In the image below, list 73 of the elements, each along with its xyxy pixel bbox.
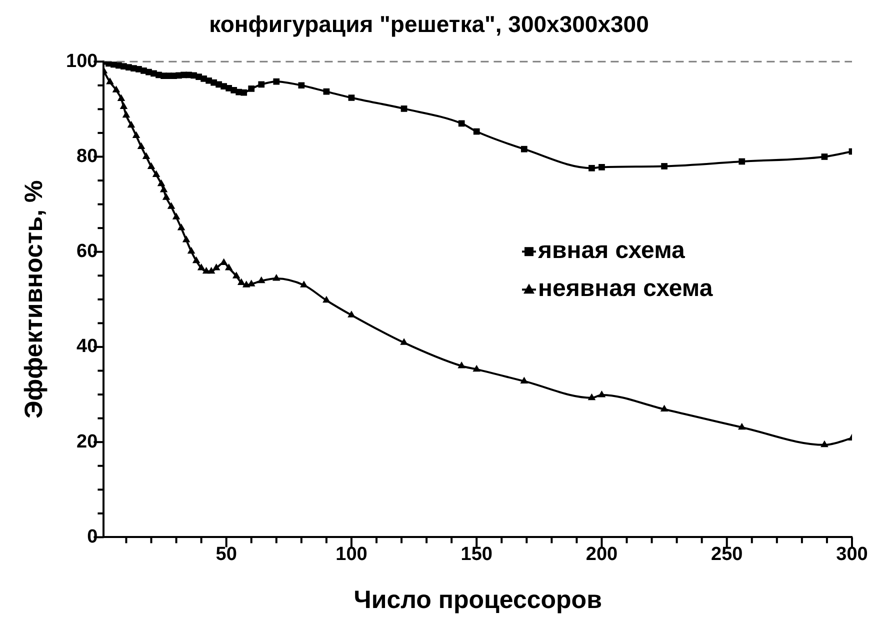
point [248, 86, 255, 92]
point [821, 154, 828, 160]
point [400, 338, 408, 345]
point [242, 280, 250, 288]
point [187, 246, 196, 254]
x-tick-label: 150 [460, 544, 492, 565]
point [348, 94, 355, 101]
point [122, 110, 130, 118]
point [257, 276, 266, 284]
point [167, 202, 176, 209]
y-axis-title: Эффективность, % [20, 180, 48, 419]
point [598, 390, 606, 398]
x-tick-label: 250 [711, 544, 743, 565]
x-axis-title: Число процессоров [354, 586, 602, 614]
point [458, 361, 466, 368]
point [520, 146, 528, 152]
point [348, 310, 356, 318]
point [660, 404, 668, 412]
point [588, 393, 596, 400]
point [106, 78, 114, 84]
y-tick-label: 80 [76, 146, 98, 167]
point [400, 106, 408, 112]
y-tick-label: 60 [76, 241, 98, 262]
x-tick-label: 300 [836, 544, 868, 565]
point [152, 170, 160, 178]
point [224, 264, 233, 270]
point [240, 89, 248, 96]
point [112, 86, 120, 92]
point [473, 128, 480, 135]
point [300, 280, 308, 288]
point [232, 272, 240, 278]
point [147, 162, 156, 169]
point [520, 376, 528, 384]
point [160, 186, 168, 192]
point [258, 81, 265, 88]
point [192, 256, 200, 264]
point [472, 364, 480, 372]
point [661, 163, 668, 170]
point [182, 235, 190, 242]
point [738, 422, 746, 430]
x-tick-label: 50 [216, 544, 237, 565]
point [197, 264, 206, 270]
point [588, 164, 595, 172]
x-tick-label: 100 [336, 544, 368, 565]
point [212, 264, 220, 270]
point [207, 266, 216, 274]
point [458, 120, 465, 127]
y-tick-label: 100 [66, 50, 98, 72]
point [237, 278, 246, 286]
y-tick-label: 20 [76, 431, 98, 452]
point [298, 82, 305, 89]
x-tick-label: 200 [586, 544, 618, 565]
point [820, 440, 828, 448]
point [273, 78, 280, 85]
point [598, 164, 605, 170]
point [137, 142, 146, 149]
point [117, 94, 126, 101]
chart-title: конфигурация "решетка", 300x300x300 [209, 11, 649, 38]
point [120, 102, 128, 110]
point [127, 120, 136, 128]
y-tick-label: 40 [76, 336, 98, 358]
point [172, 212, 180, 220]
point [220, 258, 228, 266]
point [738, 158, 746, 165]
point [132, 131, 140, 138]
point [177, 224, 186, 230]
point [322, 296, 330, 303]
point [162, 193, 170, 200]
point [142, 152, 150, 159]
point [272, 274, 280, 281]
legend-label: неявная схема [538, 275, 714, 302]
legend-label: явная схема [537, 237, 686, 264]
point [157, 179, 166, 186]
